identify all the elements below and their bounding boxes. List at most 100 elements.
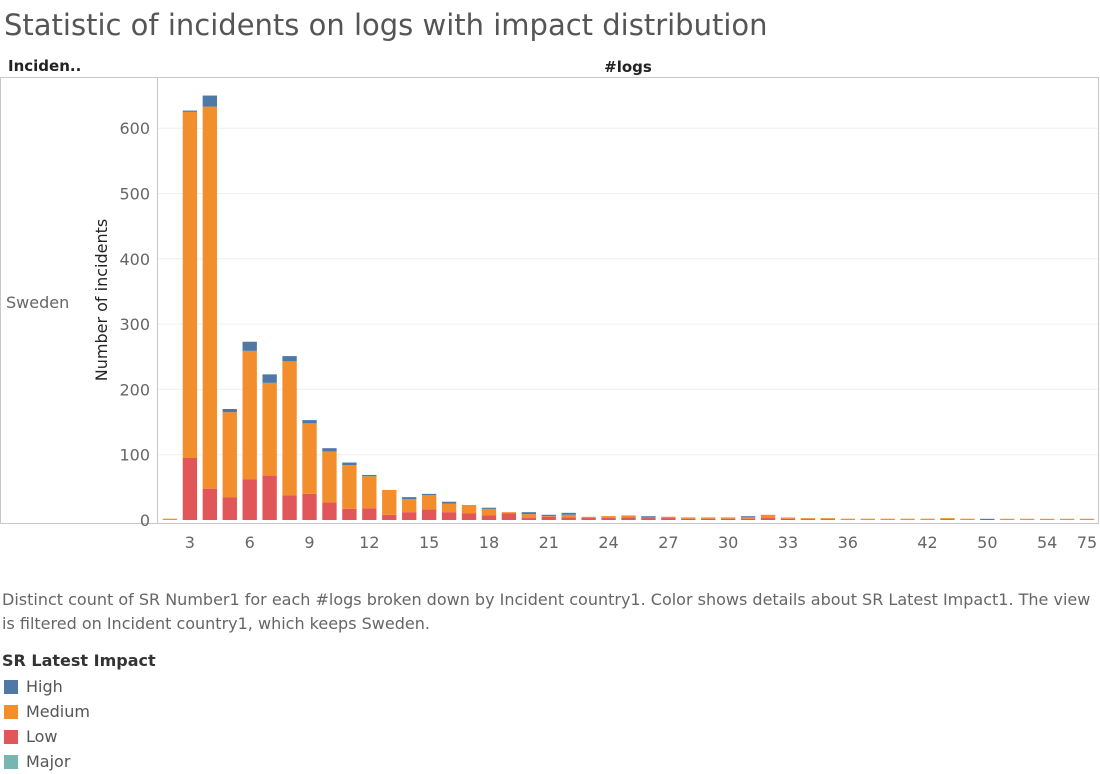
- bar-low-30[interactable]: [721, 518, 736, 520]
- bar-medium-7[interactable]: [262, 382, 277, 476]
- bar-medium-60[interactable]: [1059, 518, 1075, 520]
- bar-low-27[interactable]: [661, 518, 676, 520]
- bar-medium-15[interactable]: [421, 495, 437, 510]
- bar-medium-19[interactable]: [501, 512, 517, 514]
- bar-high-9[interactable]: [302, 420, 317, 424]
- bar-medium-37[interactable]: [860, 518, 875, 520]
- bar-high-31[interactable]: [740, 516, 756, 518]
- bar-high-5[interactable]: [222, 408, 237, 413]
- bar-medium-52[interactable]: [1000, 518, 1015, 520]
- bar-medium-22[interactable]: [561, 514, 576, 518]
- bar-low-6[interactable]: [242, 479, 257, 520]
- bar-medium-42[interactable]: [920, 518, 935, 520]
- bar-high-14[interactable]: [402, 497, 417, 500]
- bar-medium-32[interactable]: [760, 514, 776, 519]
- bar-medium-12[interactable]: [362, 476, 377, 509]
- bar-medium-9[interactable]: [302, 423, 317, 494]
- bar-medium-36[interactable]: [840, 518, 855, 520]
- bar-low-21[interactable]: [541, 516, 556, 520]
- bar-medium-39[interactable]: [900, 518, 915, 520]
- bar-high-12[interactable]: [362, 474, 377, 477]
- bar-medium-17[interactable]: [461, 504, 477, 514]
- bar-low-4[interactable]: [202, 488, 218, 520]
- bar-medium-75[interactable]: [1079, 518, 1095, 520]
- bar-medium-35[interactable]: [820, 518, 836, 520]
- legend-item-high[interactable]: High: [4, 674, 90, 699]
- bar-low-11[interactable]: [342, 508, 357, 520]
- bar-medium-21[interactable]: [541, 515, 556, 517]
- bar-high-26[interactable]: [641, 516, 656, 518]
- bar-low-3[interactable]: [182, 457, 198, 520]
- bar-low-32[interactable]: [760, 518, 776, 520]
- bar-medium-13[interactable]: [382, 489, 397, 515]
- bar-low-33[interactable]: [780, 518, 796, 520]
- bar-medium-53[interactable]: [1020, 518, 1035, 520]
- bar-medium-33[interactable]: [780, 517, 796, 519]
- bar-medium-25[interactable]: [621, 515, 636, 518]
- bar-medium-8[interactable]: [282, 361, 297, 496]
- bar-low-16[interactable]: [441, 512, 457, 520]
- bar-high-7[interactable]: [262, 374, 277, 383]
- bar-medium-3[interactable]: [182, 111, 198, 458]
- bar-medium-28[interactable]: [681, 517, 696, 519]
- bar-medium-11[interactable]: [342, 465, 357, 509]
- bar-medium-54[interactable]: [1039, 518, 1055, 520]
- bar-medium-30[interactable]: [721, 517, 736, 519]
- bar-medium-16[interactable]: [441, 503, 457, 513]
- bar-medium-14[interactable]: [402, 499, 417, 513]
- bar-medium-10[interactable]: [322, 451, 337, 503]
- bar-low-7[interactable]: [262, 475, 277, 520]
- legend-item-major[interactable]: Major: [4, 749, 90, 774]
- bar-medium-31[interactable]: [740, 517, 756, 519]
- bar-medium-4[interactable]: [202, 106, 218, 489]
- bar-medium-26[interactable]: [641, 516, 656, 519]
- bar-high-50[interactable]: [980, 518, 995, 520]
- bar-high-6[interactable]: [242, 341, 257, 351]
- bar-low-8[interactable]: [282, 495, 297, 520]
- bar-medium-6[interactable]: [242, 350, 257, 480]
- bar-high-4[interactable]: [202, 95, 218, 107]
- bar-low-25[interactable]: [621, 517, 636, 520]
- bar-low-14[interactable]: [402, 512, 417, 520]
- bar-low-29[interactable]: [701, 518, 716, 520]
- bar-low-18[interactable]: [481, 515, 497, 520]
- bar-high-22[interactable]: [561, 512, 576, 515]
- bar-medium-34[interactable]: [800, 518, 816, 520]
- bar-low-31[interactable]: [740, 518, 756, 520]
- bar-medium-5[interactable]: [222, 412, 237, 498]
- bar-medium-43[interactable]: [940, 518, 955, 520]
- bar-high-15[interactable]: [421, 493, 437, 496]
- bar-low-5[interactable]: [222, 497, 237, 520]
- bar-high-10[interactable]: [322, 448, 337, 452]
- bar-medium-29[interactable]: [701, 517, 716, 519]
- bar-low-22[interactable]: [561, 517, 576, 520]
- bar-medium-20[interactable]: [521, 514, 536, 519]
- bar-low-15[interactable]: [421, 509, 437, 520]
- bar-low-28[interactable]: [681, 518, 696, 520]
- legend-item-medium[interactable]: Medium: [4, 699, 90, 724]
- bar-high-16[interactable]: [441, 501, 457, 504]
- bar-high-11[interactable]: [342, 462, 357, 466]
- bar-low-26[interactable]: [641, 518, 656, 520]
- bar-low-13[interactable]: [382, 514, 397, 520]
- bar-low-34[interactable]: [800, 518, 816, 520]
- bar-medium-2[interactable]: [162, 518, 178, 520]
- bar-medium-45[interactable]: [960, 518, 975, 520]
- bar-medium-18[interactable]: [481, 508, 497, 516]
- bar-low-19[interactable]: [501, 513, 517, 520]
- row-header-incident-country[interactable]: Inciden..: [8, 57, 82, 75]
- bar-medium-38[interactable]: [880, 518, 895, 520]
- bar-medium-24[interactable]: [601, 516, 616, 519]
- bar-low-9[interactable]: [302, 493, 317, 520]
- bar-high-21[interactable]: [541, 514, 556, 517]
- bar-medium-23[interactable]: [581, 516, 596, 519]
- bar-high-8[interactable]: [282, 356, 297, 362]
- bar-low-12[interactable]: [362, 508, 377, 520]
- bar-low-10[interactable]: [322, 502, 337, 520]
- bar-high-3[interactable]: [182, 110, 198, 112]
- bar-high-20[interactable]: [521, 512, 536, 515]
- bar-low-23[interactable]: [581, 518, 596, 520]
- column-header-logs[interactable]: #logs: [604, 58, 652, 76]
- bar-low-35[interactable]: [820, 518, 836, 520]
- bar-medium-27[interactable]: [661, 516, 676, 519]
